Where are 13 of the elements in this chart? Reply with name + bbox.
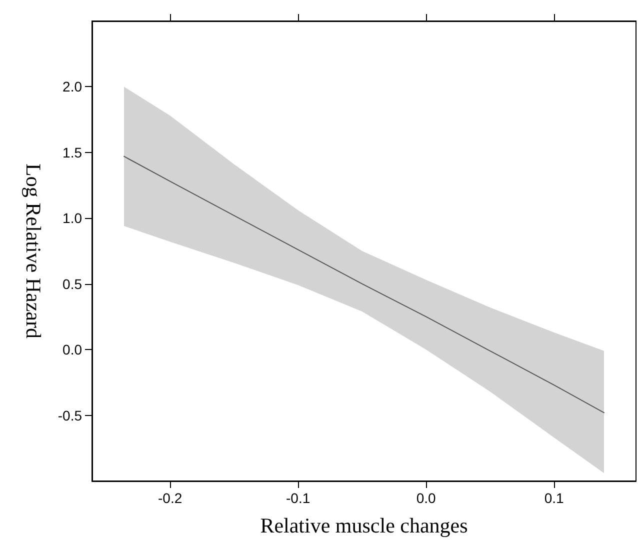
y-tick-label: 1.0: [62, 210, 82, 226]
y-tick-label: 0.5: [62, 276, 82, 292]
x-tick-label: 0.0: [416, 490, 436, 506]
x-tick-label: -0.1: [286, 490, 310, 506]
y-tick-label: -0.5: [58, 407, 82, 424]
x-tick-label: -0.2: [158, 490, 182, 506]
y-tick-label: 0.0: [62, 342, 82, 358]
line-series: [124, 156, 604, 414]
y-tick-label: 1.5: [62, 144, 82, 160]
y-axis-title: Log Relative Hazard: [22, 164, 46, 339]
x-tick-label: 0.1: [544, 490, 564, 506]
y-tick-label: 2.0: [62, 78, 82, 95]
x-axis-title: Relative muscle changes: [260, 514, 468, 538]
